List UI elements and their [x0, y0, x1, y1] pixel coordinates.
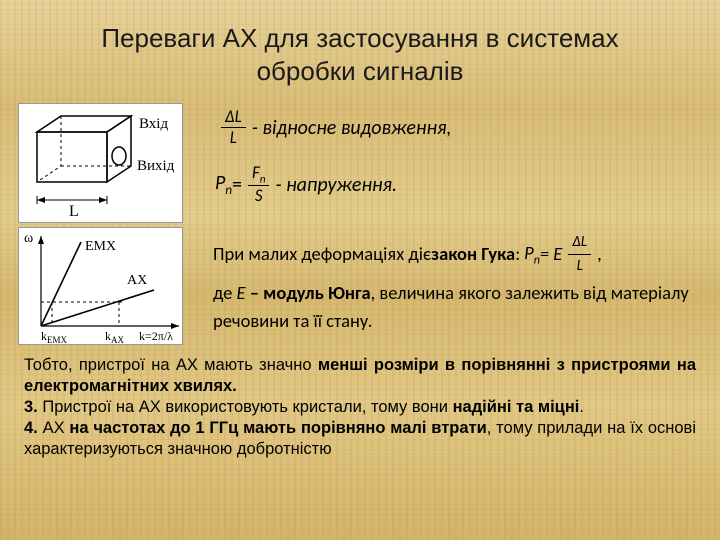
formula-desc: - відносне видовження, [252, 116, 452, 140]
label-input: Вхід [139, 116, 168, 132]
p3n: 4. [24, 419, 38, 437]
line-label-ax: АХ [127, 273, 147, 288]
law-t1c: : [515, 240, 520, 269]
stress-P: P [215, 171, 225, 195]
hooke-line2: де E – модуль Юнга, величина якого залеж… [213, 279, 702, 336]
figure-dispersion-graph: ЕМХ АХ ω kЕМХ kАХ k=2π/λ [18, 227, 183, 345]
para-1: Тобто, пристрої на АХ мають значно менші… [24, 355, 696, 397]
law-t1b: закон Гука [431, 240, 515, 269]
para-2: 3. Пристрої на АХ використовують кристал… [24, 397, 696, 418]
eq-eq: = E [540, 240, 562, 269]
law-t2b: – модуль Юнга [246, 281, 371, 304]
p2b: надійні та міцні [453, 398, 580, 416]
stress-n: n [225, 183, 232, 198]
row-figure-formulas: L Вхід Вихід ΔL L - відносне видовження,… [0, 97, 720, 225]
svg-text:kЕМХ: kЕМХ [41, 329, 68, 345]
eq-end: , [597, 240, 602, 269]
p2a: Пристрої на АХ використовують кристали, … [38, 398, 453, 416]
row-graph-lawtext: ЕМХ АХ ω kЕМХ kАХ k=2π/λ При малих дефор… [0, 225, 720, 345]
law-t1: При малих деформаціях діє [213, 240, 431, 269]
para-3: 4. АХ на частотах до 1 ГГц мають порівня… [24, 418, 696, 460]
eq-num: ΔL [568, 231, 591, 255]
formula-stress: Pn = Fn S - напруження. [215, 163, 451, 207]
law-t2E: E [237, 281, 246, 304]
p2n: 3. [24, 398, 38, 416]
formula-block: ΔL L - відносне видовження, Pn = Fn S - … [215, 103, 451, 221]
formula-rel-elongation: ΔL L - відносне видовження, [215, 107, 451, 149]
label-output: Вихід [137, 158, 175, 174]
eq-P: P [524, 241, 534, 264]
stress-eq: = [232, 173, 242, 197]
hooke-line1: При малих деформаціях діє закон Гука : P… [213, 231, 702, 279]
stress-desc: - напруження. [275, 173, 397, 197]
page-title: Переваги АХ для застосування в системах … [0, 0, 720, 97]
hooke-law-text: При малих деформаціях діє закон Гука : P… [213, 227, 702, 336]
p3a: АХ [38, 419, 70, 437]
frac-den: L [226, 128, 241, 148]
p3b: на частотах до 1 ГГц мають порівняно мал… [69, 419, 486, 437]
law-t2a: де [213, 281, 237, 304]
xlabel-k: k=2π/λ [139, 329, 173, 343]
p1a: Тобто, пристрої на АХ мають значно [24, 356, 318, 374]
figure-block-diagram: L Вхід Вихід [18, 103, 183, 223]
ylabel-omega: ω [24, 231, 33, 246]
svg-text:kАХ: kАХ [105, 329, 124, 345]
dim-L-label: L [69, 203, 79, 220]
frac-Fn-num: F [252, 162, 260, 183]
line-label-emx: ЕМХ [85, 239, 116, 254]
p2c: . [579, 398, 584, 416]
eq-den: L [573, 255, 587, 278]
frac-Fn-sub: n [260, 172, 266, 185]
frac-num: ΔL [221, 107, 246, 128]
body-text: Тобто, пристрої на АХ мають значно менші… [0, 345, 720, 461]
frac-S-den: S [251, 186, 267, 206]
